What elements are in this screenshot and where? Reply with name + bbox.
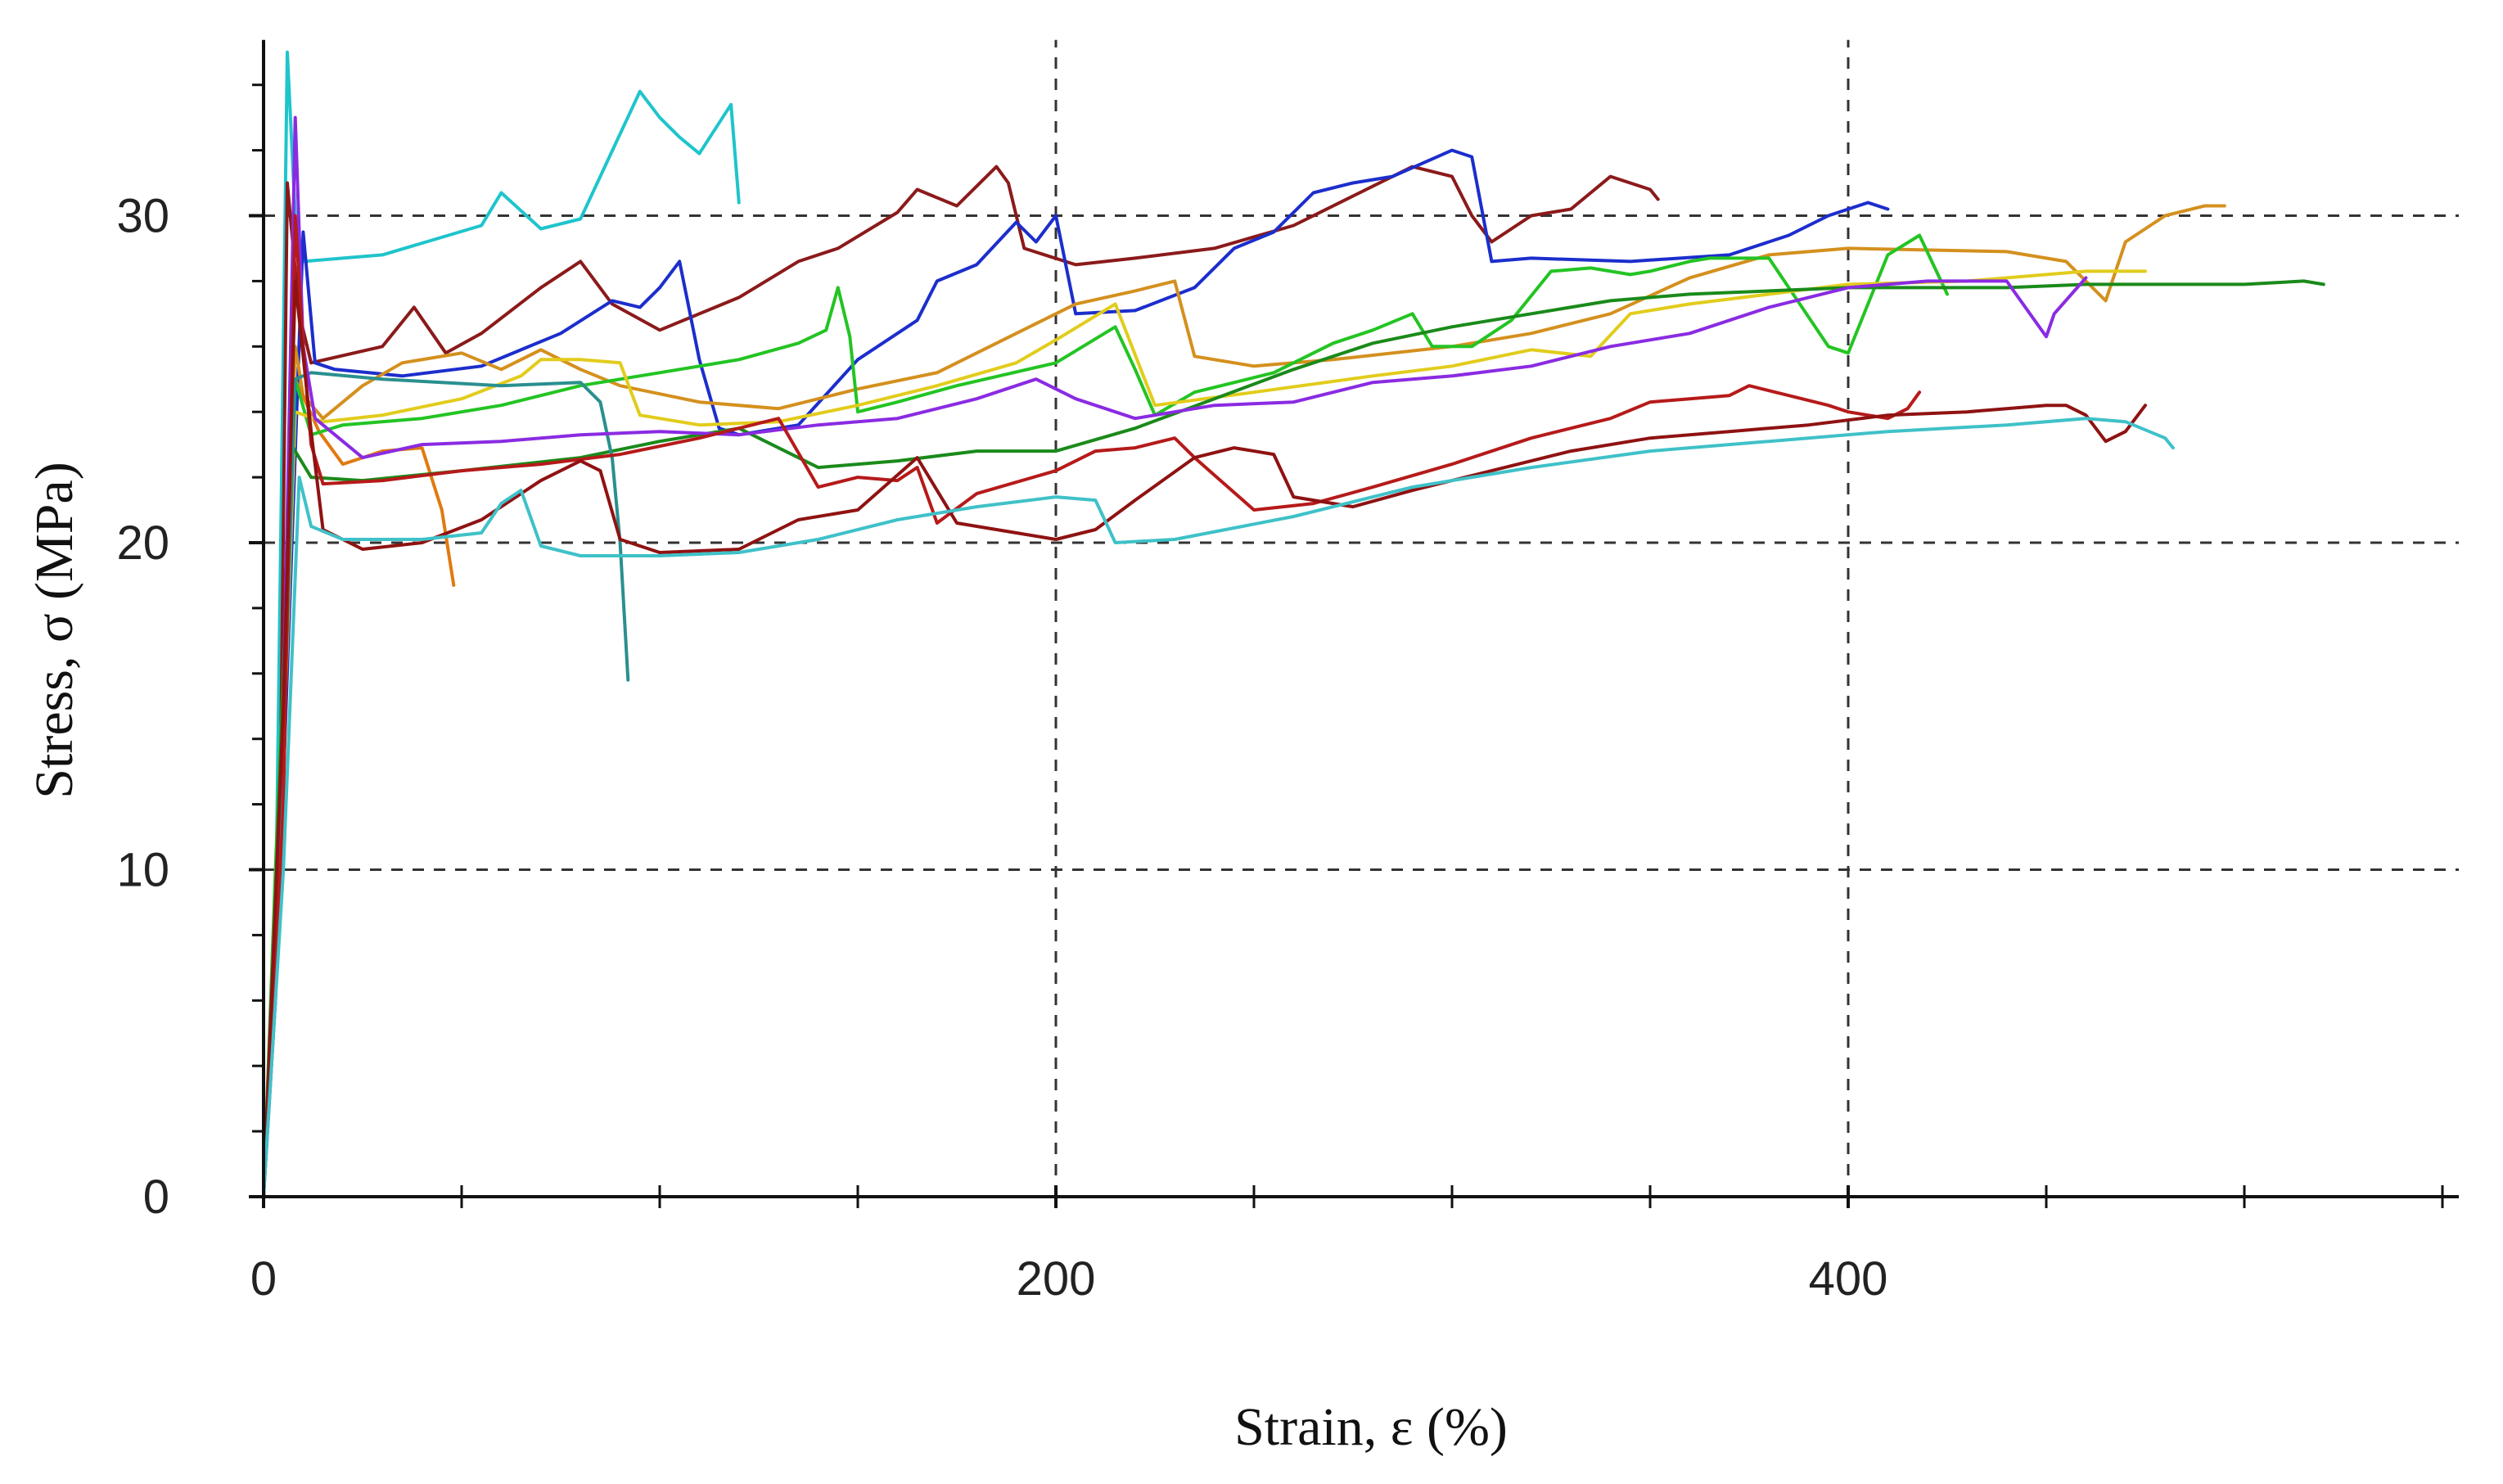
series-line-2	[262, 165, 1660, 1198]
x-tick-label-0: 0	[250, 1252, 277, 1306]
series-line-11	[262, 214, 1922, 1198]
tick-labels: 0 200 400 0 10 20 30	[116, 190, 1887, 1306]
series-line-12	[262, 279, 2147, 1198]
series-line-7	[262, 269, 2147, 1198]
series-line-8	[262, 279, 2325, 1198]
axes	[249, 39, 2459, 1208]
x-tick-label-200: 200	[1017, 1252, 1096, 1306]
y-tick-label-30: 30	[116, 190, 169, 243]
y-tick-label-10: 10	[116, 844, 169, 897]
series-line-1	[262, 50, 741, 1198]
series-line-13	[262, 417, 2175, 1198]
y-axis-title: Stress, σ (MPa)	[25, 462, 84, 798]
series-line-10	[262, 115, 2088, 1198]
series-line-3	[262, 148, 1890, 1198]
x-tick-label-400: 400	[1809, 1252, 1888, 1306]
gridlines	[264, 39, 2459, 1197]
series-lines	[262, 50, 2325, 1198]
y-tick-label-0: 0	[143, 1171, 169, 1224]
series-line-4	[262, 204, 2226, 1198]
x-axis-title: Strain, ε (%)	[1234, 1397, 1508, 1457]
y-tick-label-20: 20	[116, 516, 169, 570]
